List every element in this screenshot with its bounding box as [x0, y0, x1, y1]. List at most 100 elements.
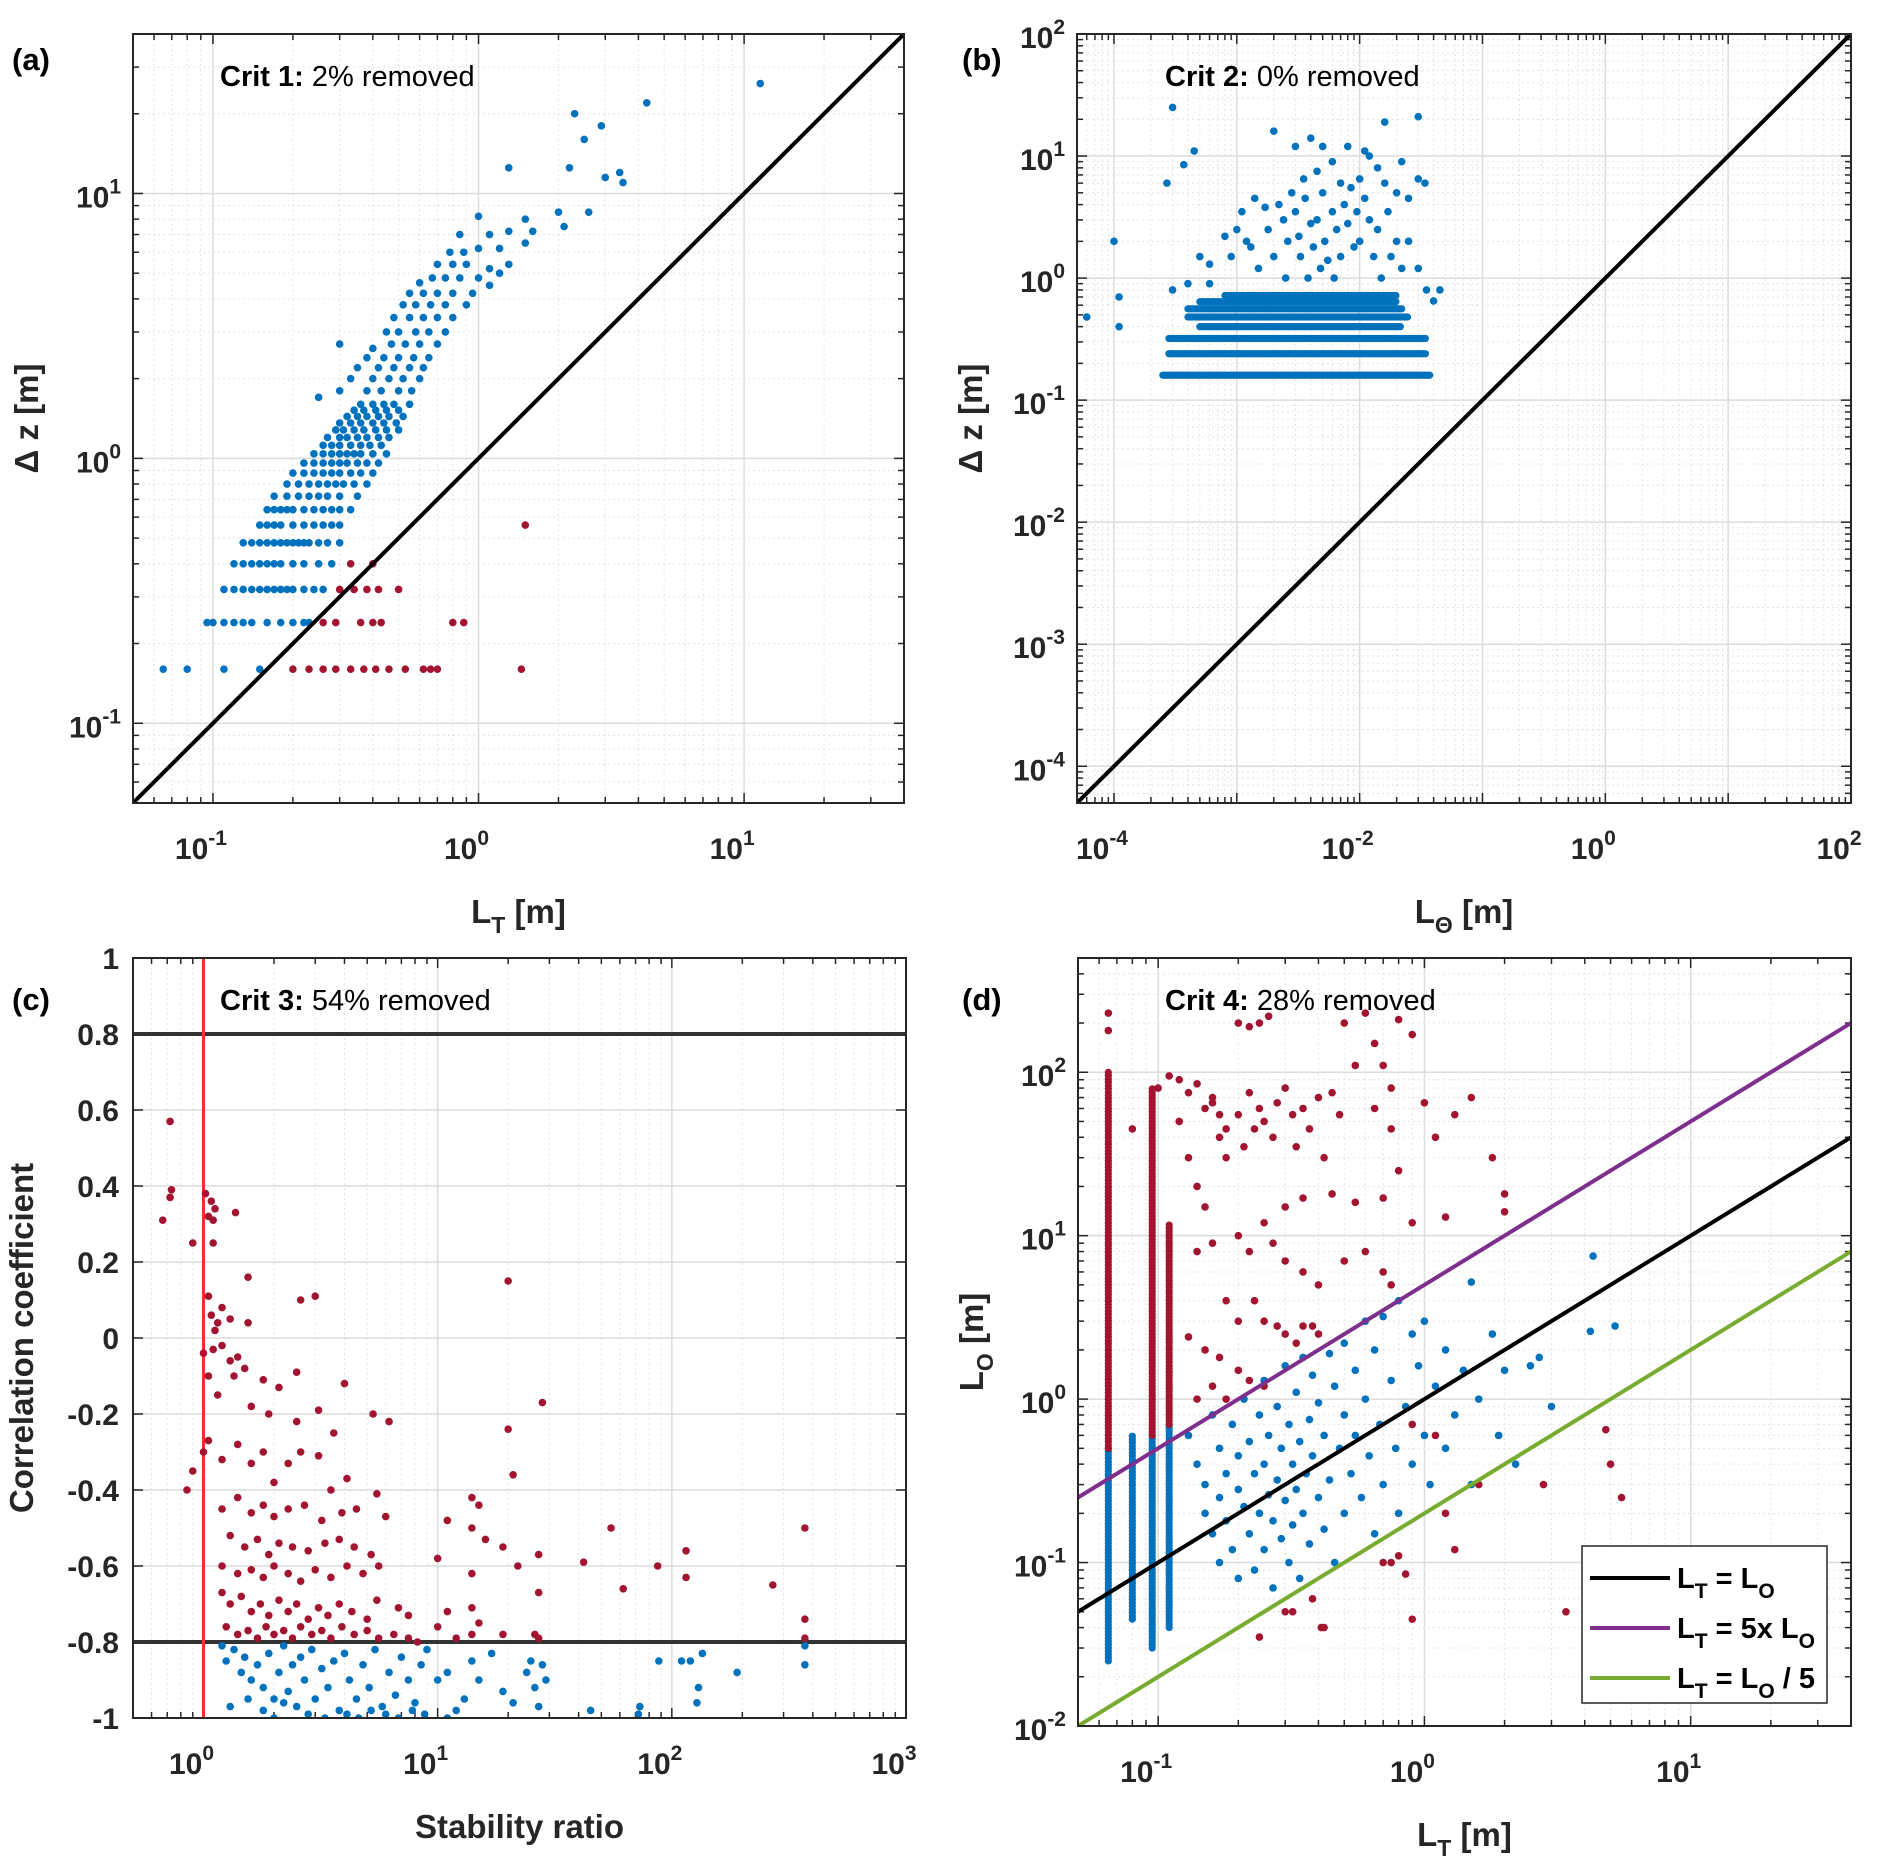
criterion-annotation: Crit 2: 0% removed	[1165, 61, 1420, 93]
data-point	[327, 441, 336, 450]
data-point	[263, 521, 271, 529]
data-point	[262, 1623, 270, 1631]
data-point	[390, 363, 398, 372]
y-tick-label: 0.6	[77, 1095, 119, 1128]
data-point	[292, 1702, 301, 1711]
data-point	[1589, 1252, 1597, 1260]
axes-frame	[1077, 957, 1852, 1727]
criterion-annotation: Crit 3: 54% removed	[220, 985, 491, 1017]
data-point	[296, 1296, 305, 1304]
data-point	[204, 1292, 213, 1300]
data-point	[1392, 188, 1401, 197]
data-point	[331, 480, 340, 488]
data-point	[259, 1448, 268, 1456]
data-point	[495, 244, 504, 253]
data-point	[327, 450, 336, 458]
data-point	[270, 585, 278, 594]
data-point	[1168, 103, 1177, 112]
y-tick-label: 102	[1020, 16, 1065, 55]
data-point	[159, 665, 168, 673]
data-point	[1420, 1317, 1429, 1325]
data-point	[289, 559, 297, 568]
data-point	[1299, 1194, 1307, 1202]
data-point	[218, 1505, 226, 1513]
y-tick-label: -0.4	[67, 1475, 119, 1508]
data-point	[428, 274, 437, 282]
data-point	[230, 1645, 238, 1654]
data-point	[499, 1630, 507, 1639]
data-point	[356, 469, 365, 477]
data-point	[314, 559, 323, 568]
data-point	[209, 1216, 217, 1224]
data-point	[1254, 264, 1263, 273]
data-point	[1357, 1493, 1366, 1502]
data-point	[485, 230, 494, 239]
data-point	[353, 459, 362, 467]
y-tick-label: 0.4	[77, 1171, 119, 1204]
data-point	[1335, 1110, 1344, 1119]
data-point	[255, 665, 264, 673]
data-point	[343, 459, 351, 467]
data-point	[733, 1668, 741, 1677]
data-point	[346, 469, 355, 477]
data-point	[693, 1699, 701, 1707]
data-point	[300, 469, 308, 477]
data-point	[247, 1402, 256, 1411]
y-tick-label: 101	[76, 175, 121, 214]
data-point	[380, 419, 388, 427]
data-point	[1355, 175, 1364, 183]
data-point	[317, 1626, 326, 1635]
data-point	[335, 1535, 344, 1544]
data-point	[380, 353, 388, 362]
data-point	[1292, 1388, 1301, 1397]
data-point	[391, 1691, 400, 1699]
data-point	[1535, 1353, 1544, 1362]
legend-label: LT = LO	[1677, 1563, 1775, 1603]
x-tick-label: 102	[1816, 827, 1861, 866]
data-point	[1379, 1268, 1387, 1276]
plot-area	[133, 958, 906, 1718]
data-point	[319, 665, 327, 673]
data-point	[296, 1577, 305, 1585]
data-point	[1332, 225, 1341, 234]
series-kept	[159, 79, 765, 673]
data-point	[1370, 1039, 1379, 1048]
reference-line	[133, 34, 904, 803]
series-kept	[1184, 1252, 1619, 1592]
x-axis-label: Stability ratio	[415, 1808, 624, 1845]
data-point	[756, 79, 765, 88]
data-point	[353, 492, 362, 500]
data-point	[433, 665, 442, 673]
data-point	[1314, 1330, 1323, 1338]
data-point	[346, 374, 355, 383]
data-point	[270, 1630, 278, 1639]
data-point	[1361, 1247, 1370, 1256]
data-point	[226, 1357, 234, 1365]
data-point	[382, 406, 391, 415]
data-point	[335, 1600, 344, 1608]
x-axis-label: LΘ [m]	[1415, 893, 1514, 938]
data-point	[340, 1379, 349, 1388]
y-tick-label: 100	[1020, 260, 1065, 299]
data-point	[359, 1569, 367, 1578]
data-point	[1255, 1633, 1264, 1641]
data-point	[1215, 1558, 1224, 1567]
data-point	[404, 1611, 413, 1620]
data-point	[504, 1425, 512, 1433]
data-point	[1328, 157, 1337, 166]
x-tick-label: 100	[1571, 827, 1616, 866]
data-point	[399, 412, 407, 421]
data-point	[377, 386, 385, 395]
data-point	[441, 328, 450, 336]
data-point	[255, 539, 264, 547]
data-point	[579, 1558, 588, 1566]
data-point	[452, 1706, 461, 1715]
data-point	[279, 1699, 288, 1707]
data-point	[1539, 1480, 1548, 1489]
data-point	[801, 1524, 809, 1532]
data-point	[1401, 1570, 1410, 1578]
data-point	[499, 1543, 507, 1551]
data-point	[363, 412, 371, 421]
data-point	[283, 585, 291, 594]
data-point	[247, 1509, 256, 1517]
